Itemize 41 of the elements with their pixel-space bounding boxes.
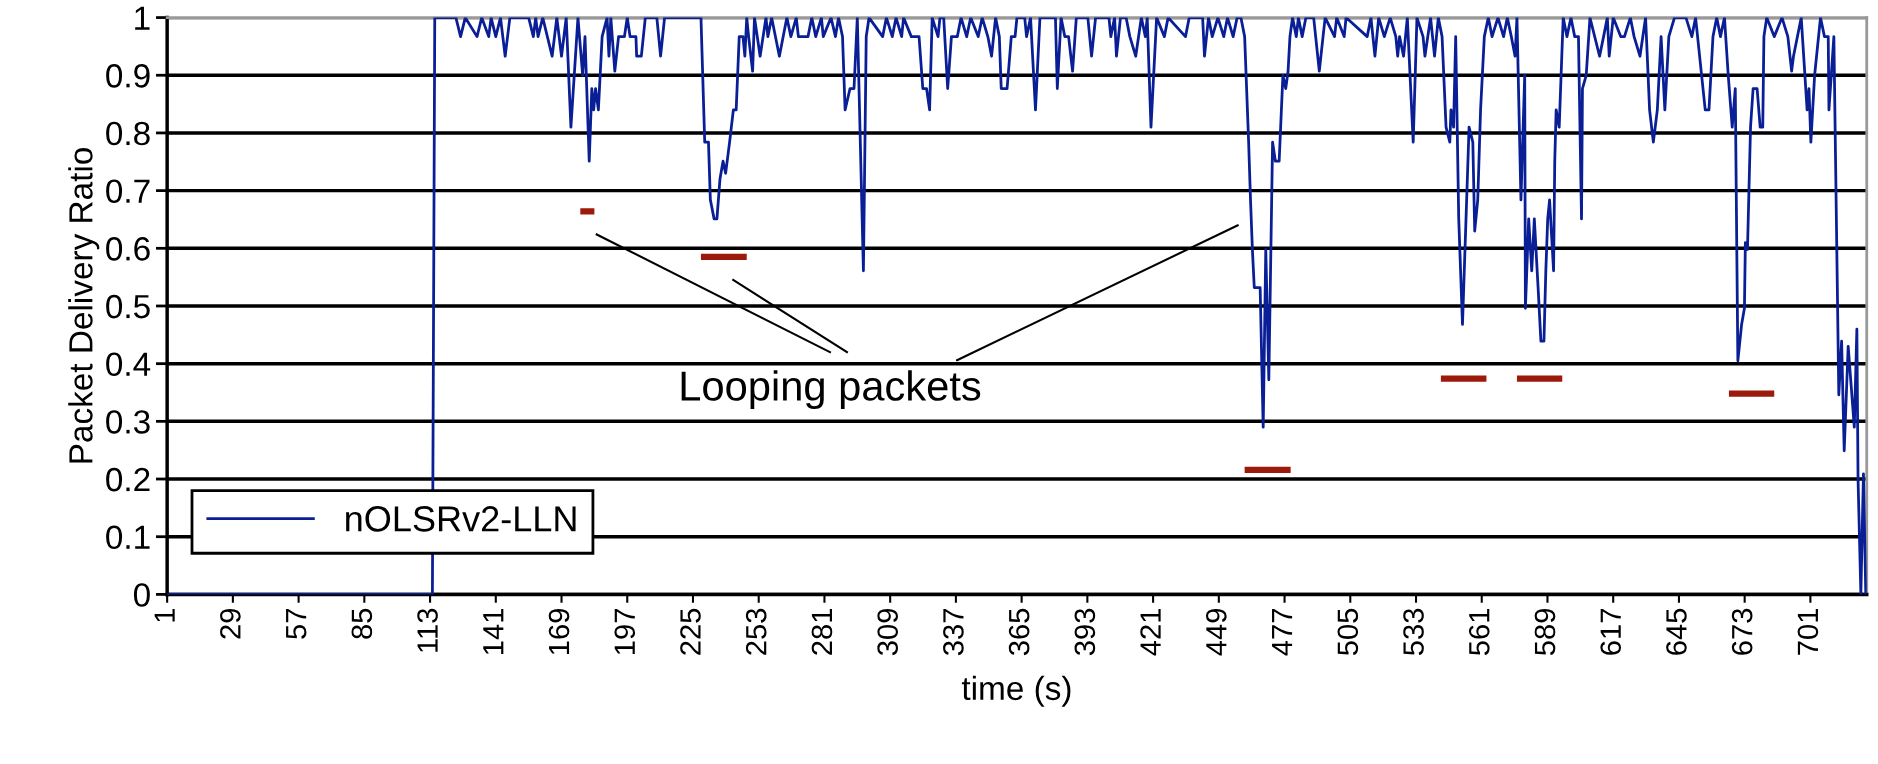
x-tick-label: 337 <box>943 609 964 656</box>
y-tick-label: 0.1 <box>106 525 150 550</box>
annotation: Looping packets <box>681 370 981 410</box>
x-tick-label: 281 <box>811 609 833 655</box>
legend-label: nOLSRv2-LLN <box>346 506 576 532</box>
x-tick-label: 505 <box>1337 608 1359 656</box>
x-tick-label: 57 <box>286 609 307 639</box>
x-tick-label: 309 <box>877 608 898 656</box>
x-tick-label: 169 <box>548 608 570 655</box>
x-tick-label: 449 <box>1206 608 1227 656</box>
y-tick-label: 0.7 <box>106 179 150 204</box>
y-tick-label: 0.9 <box>106 64 150 88</box>
x-tick-label: 421 <box>1140 609 1161 656</box>
y-tick-label: 0.6 <box>106 237 150 261</box>
x-tick-label: 141 <box>483 609 504 655</box>
x-tick-label: 701 <box>1797 609 1819 655</box>
x-tick-label: 393 <box>1074 608 1096 656</box>
y-tick-label: 1 <box>135 6 150 30</box>
x-tick-label: 197 <box>614 609 636 655</box>
x-tick-label: 561 <box>1468 609 1490 656</box>
x-tick-label: 477 <box>1272 609 1293 656</box>
x-tick-label: 253 <box>745 608 767 655</box>
x-tick-label: 29 <box>220 608 241 639</box>
x-tick-label: 617 <box>1600 609 1622 655</box>
x-tick-label: 589 <box>1534 608 1556 656</box>
y-tick-label: 0 <box>133 583 150 607</box>
x-tick-label: 85 <box>351 608 373 639</box>
y-tick-label: 0.8 <box>106 121 150 146</box>
y-tick-label: 0.5 <box>106 294 150 319</box>
x-tick-label: 533 <box>1403 608 1424 656</box>
y-tick-label: 0.3 <box>106 410 150 434</box>
x-axis-title: time (s) <box>961 675 1071 707</box>
x-tick-label: 225 <box>680 608 701 655</box>
x-tick-label: 1 <box>154 609 175 622</box>
y-tick-label: 0.4 <box>106 352 151 377</box>
x-tick-label: 673 <box>1731 608 1753 655</box>
x-tick-label: 365 <box>1008 608 1030 656</box>
y-tick-label: 0.2 <box>106 467 150 492</box>
x-tick-label: 645 <box>1666 608 1687 655</box>
x-tick-label: 113 <box>417 608 438 652</box>
y-axis-title: Packet Delivery Ratio <box>68 148 100 463</box>
